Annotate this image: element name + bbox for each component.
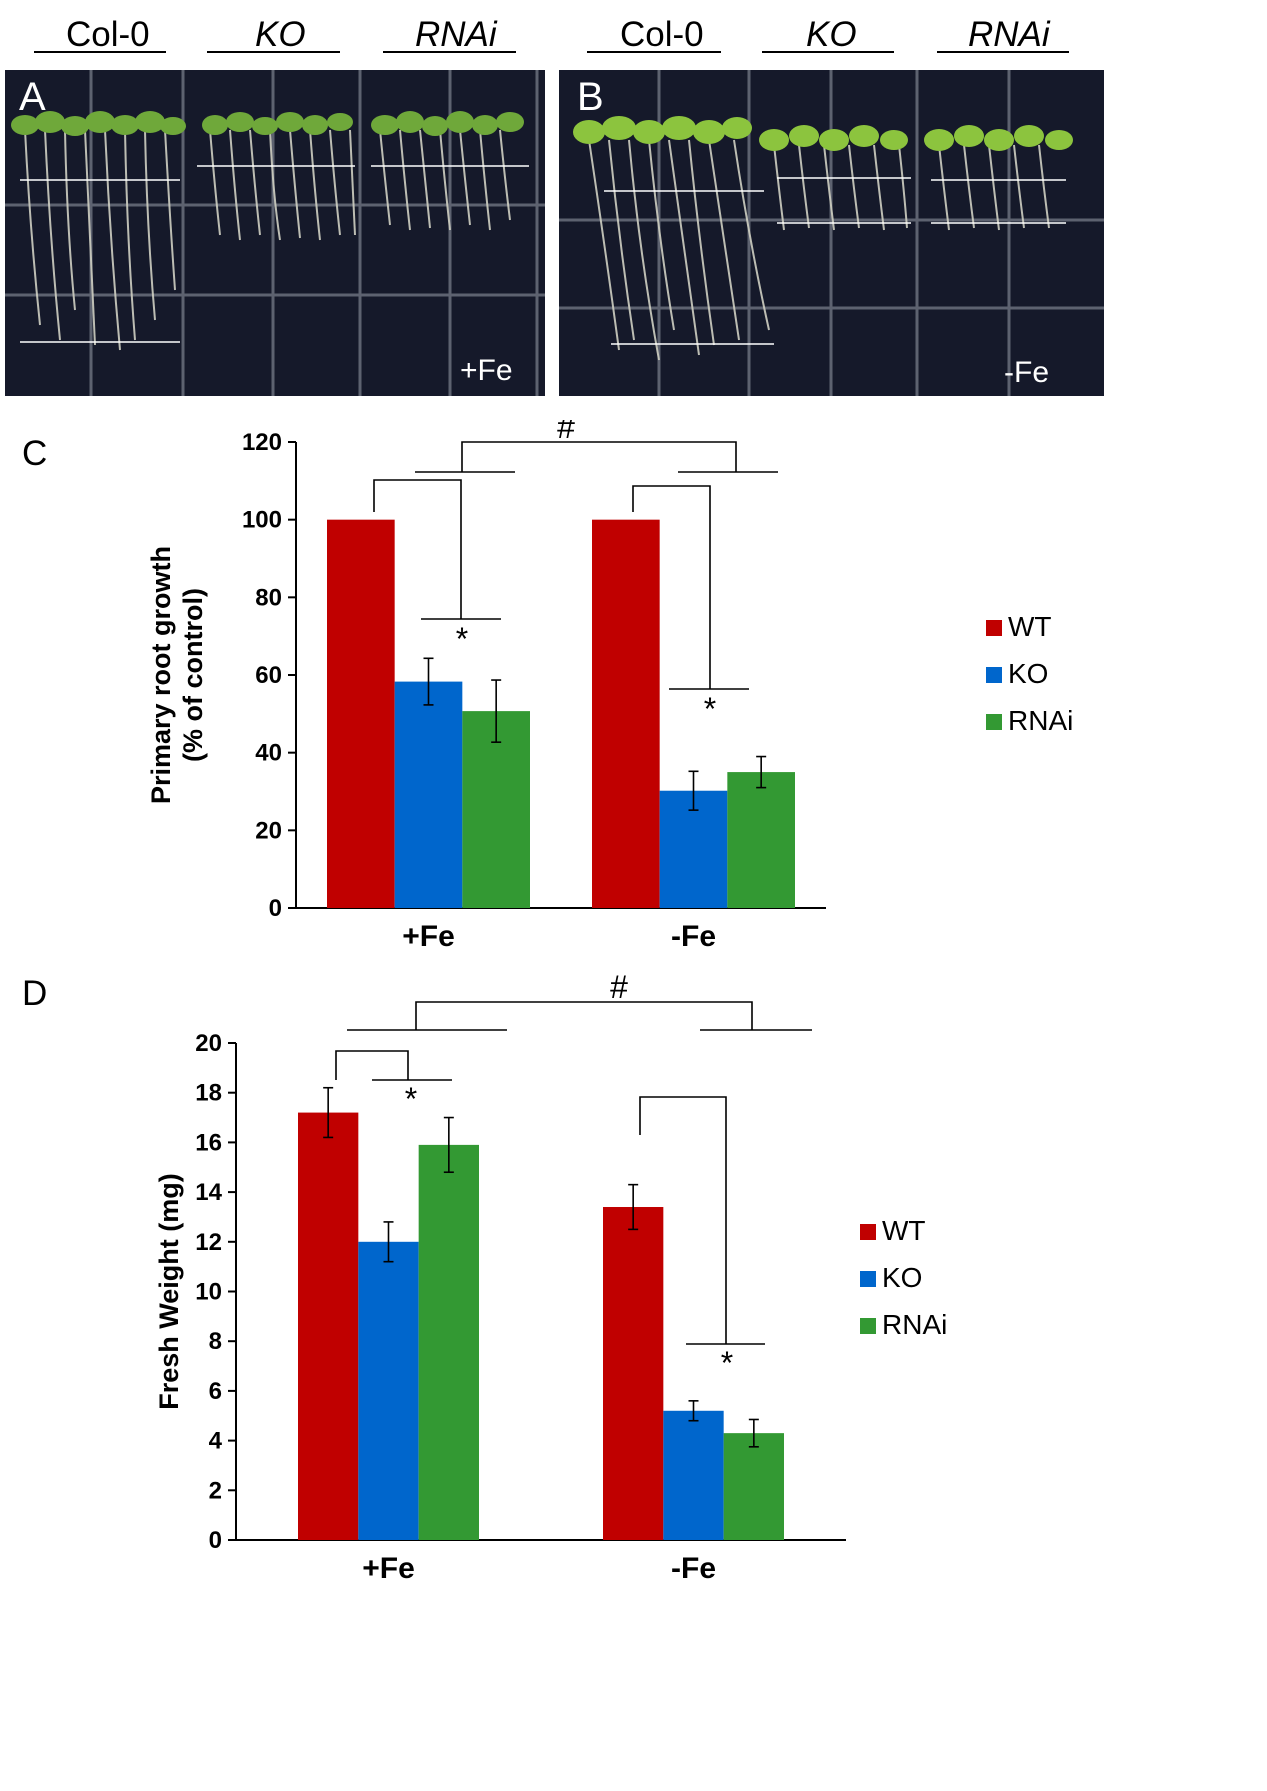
legend-swatch-ko <box>860 1271 876 1287</box>
chart-fresh-weight: 0 2 4 6 8 10 12 14 16 18 20 +Fe -Fe Fresh Weight (mg)… <box>154 969 947 1585</box>
bar-minus-fe-rnai <box>727 772 795 908</box>
significance-bracket <box>461 441 737 472</box>
bar-plusminus-fe-rnai <box>418 1144 479 1540</box>
genotype-label-rnai-b: RNAi <box>968 15 1050 54</box>
y-axis-title: Primary root growth(% of control) <box>146 546 208 804</box>
y-tick-label: 0 <box>269 895 282 922</box>
significance-marker: # <box>610 969 628 1005</box>
bar-plusminus-fe-wt <box>298 1112 359 1540</box>
y-tick-label: 18 <box>195 1080 222 1107</box>
category-label-minus-fe: -Fe <box>671 1552 716 1585</box>
bar-minus-fe-wt <box>603 1207 664 1540</box>
panel-label-d: D <box>22 974 48 1013</box>
significance-marker: * <box>456 621 468 657</box>
genotype-label-rnai-a: RNAi <box>415 15 497 54</box>
y-tick-label: 16 <box>195 1129 222 1156</box>
y-tick-label: 120 <box>242 429 282 456</box>
y-tick-label: 4 <box>209 1428 223 1455</box>
significance-marker: # <box>557 420 575 445</box>
seedling-photo-minus-fe: B -Fe <box>559 70 1104 396</box>
roots <box>24 129 511 351</box>
legend-label-wt: WT <box>1008 611 1052 642</box>
significance-marker: * <box>721 1345 733 1381</box>
condition-label-plus-fe: +Fe <box>460 354 513 387</box>
significance-bracket <box>415 1001 753 1030</box>
leaves <box>11 111 524 136</box>
y-tick-label: 8 <box>209 1328 222 1355</box>
legend-swatch-ko <box>986 667 1002 683</box>
bar-minus-fe-ko <box>663 1410 724 1540</box>
significance-marker: * <box>405 1081 417 1117</box>
bar-plusminus-fe-wt <box>327 519 395 908</box>
y-tick-label: 60 <box>255 662 282 689</box>
y-tick-label: 6 <box>209 1378 222 1405</box>
legend-label-rnai: RNAi <box>882 1309 947 1340</box>
y-axis-title: Fresh Weight (mg) <box>154 1173 184 1410</box>
bar-plusminus-fe-ko <box>358 1241 419 1540</box>
bar-plusminus-fe-rnai <box>462 711 530 908</box>
significance-marker: * <box>704 691 716 727</box>
seedling-photo-plus-fe: A +Fe <box>5 70 545 396</box>
legend-label-rnai: RNAi <box>1008 705 1073 736</box>
y-tick-label: 14 <box>195 1179 222 1206</box>
genotype-underlines <box>34 51 1069 53</box>
condition-label-minus-fe: -Fe <box>1004 356 1049 389</box>
legend-swatch-rnai <box>986 714 1002 730</box>
y-tick-label: 100 <box>242 507 282 534</box>
panel-label-b: B <box>577 75 604 119</box>
legend-swatch-rnai <box>860 1318 876 1334</box>
y-tick-label: 0 <box>209 1527 222 1554</box>
bar-minus-fe-rnai <box>723 1433 784 1540</box>
y-tick-label: 10 <box>195 1279 222 1306</box>
legend-swatch-wt <box>986 620 1002 636</box>
genotype-label-ko-b: KO <box>806 15 857 54</box>
genotype-label-col0-a: Col-0 <box>66 15 150 54</box>
roots <box>588 139 1050 361</box>
significance-bracket <box>632 485 711 689</box>
panel-label-a: A <box>19 75 46 119</box>
legend-label-ko: KO <box>1008 658 1048 689</box>
legend-swatch-wt <box>860 1224 876 1240</box>
significance-bracket <box>335 1050 409 1080</box>
y-tick-label: 2 <box>209 1477 222 1504</box>
category-label-plusminus-fe: +Fe <box>362 1552 415 1585</box>
bar-minus-fe-wt <box>592 519 660 908</box>
significance-bracket <box>373 479 462 619</box>
genotype-label-ko-a: KO <box>255 15 306 54</box>
y-tick-label: 80 <box>255 584 282 611</box>
y-tick-label: 20 <box>195 1030 222 1057</box>
chart-primary-root-growth: 0 20 40 60 80 100 120 +Fe -Fe Primary root growth… <box>146 420 1073 953</box>
legend-label-ko: KO <box>882 1262 922 1293</box>
leaves <box>573 116 1073 151</box>
category-label-minus-fe: -Fe <box>671 920 716 953</box>
y-tick-label: 20 <box>255 817 282 844</box>
category-label-plusminus-fe: +Fe <box>402 920 455 953</box>
bar-plusminus-fe-ko <box>394 681 463 908</box>
genotype-label-col0-b: Col-0 <box>620 15 704 54</box>
significance-bracket <box>639 1096 727 1344</box>
y-tick-label: 40 <box>255 740 282 767</box>
panel-label-c: C <box>22 434 48 473</box>
legend-label-wt: WT <box>882 1215 926 1246</box>
y-tick-label: 12 <box>195 1229 222 1256</box>
